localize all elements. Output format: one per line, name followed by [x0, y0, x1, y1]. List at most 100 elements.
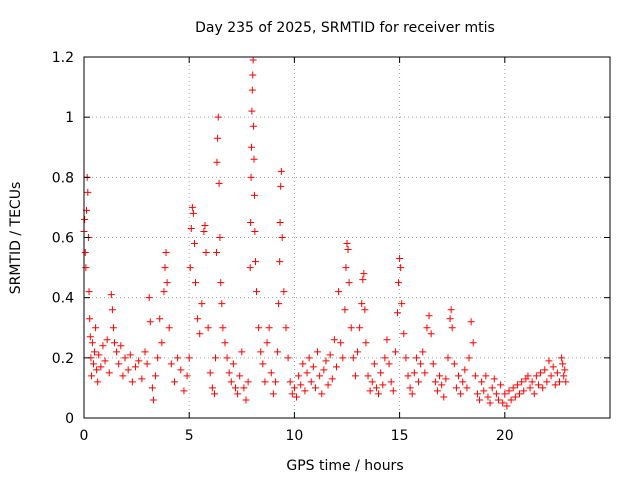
- data-point: [277, 182, 285, 190]
- data-point: [107, 291, 115, 299]
- data-point: [332, 363, 340, 371]
- data-point: [132, 363, 140, 371]
- data-point: [97, 363, 105, 371]
- data-point: [251, 227, 259, 235]
- data-point: [408, 390, 416, 398]
- data-point: [208, 384, 216, 392]
- data-point: [457, 390, 465, 398]
- data-point: [188, 203, 196, 211]
- data-point: [385, 360, 393, 368]
- data-point: [187, 224, 195, 232]
- y-tick-label: 1: [65, 110, 74, 126]
- data-point: [415, 378, 423, 386]
- data-point: [497, 381, 505, 389]
- data-point: [342, 264, 350, 272]
- data-point: [101, 357, 109, 365]
- data-point: [366, 387, 374, 395]
- data-point: [351, 372, 359, 380]
- data-point: [377, 369, 385, 377]
- data-point: [362, 339, 370, 347]
- data-point: [492, 390, 500, 398]
- data-point: [221, 339, 229, 347]
- data-point: [113, 348, 121, 356]
- data-point: [202, 249, 210, 257]
- data-point: [236, 372, 244, 380]
- data-point: [307, 378, 315, 386]
- data-point: [126, 351, 134, 359]
- data-point: [543, 378, 551, 386]
- data-point: [201, 221, 209, 229]
- data-point: [190, 240, 198, 248]
- data-point: [160, 288, 168, 296]
- data-point: [356, 324, 364, 332]
- axis-ticks: 0 0.2 0.4 0.6 0.8 1 1.2 0 5 10 15 20: [52, 50, 610, 444]
- data-point: [284, 354, 292, 362]
- data-point: [469, 339, 477, 347]
- data-point: [88, 372, 96, 380]
- data-point: [513, 381, 521, 389]
- data-point: [450, 360, 458, 368]
- data-point: [84, 188, 92, 196]
- data-point: [156, 315, 164, 323]
- data-point: [364, 372, 372, 380]
- data-point: [148, 384, 156, 392]
- data-point: [212, 354, 219, 362]
- data-point: [200, 227, 208, 235]
- data-point: [490, 375, 498, 383]
- data-point: [412, 354, 420, 362]
- data-point: [539, 384, 547, 392]
- data-point: [91, 348, 99, 356]
- data-point: [375, 390, 383, 398]
- data-point: [345, 279, 353, 287]
- data-point: [316, 372, 324, 380]
- data-point: [186, 264, 194, 272]
- data-point: [81, 215, 89, 223]
- data-point: [326, 351, 334, 359]
- data-point: [347, 324, 355, 332]
- data-point: [214, 134, 222, 142]
- data-point: [446, 315, 454, 323]
- data-point: [398, 300, 406, 308]
- data-point: [528, 378, 536, 386]
- data-point: [562, 378, 570, 386]
- data-point: [343, 240, 351, 248]
- data-point: [250, 122, 258, 130]
- data-point: [293, 393, 301, 401]
- data-point: [372, 384, 380, 392]
- data-point: [145, 294, 153, 302]
- data-point: [119, 372, 127, 380]
- data-point: [259, 360, 267, 368]
- data-point: [436, 372, 444, 380]
- data-point: [461, 366, 469, 374]
- data-point: [471, 372, 479, 380]
- data-point: [248, 86, 256, 94]
- data-point: [488, 384, 496, 392]
- y-tick-label: 0: [65, 411, 74, 427]
- data-point: [295, 372, 303, 380]
- data-point: [499, 399, 507, 407]
- data-point: [419, 348, 427, 356]
- data-point: [94, 378, 102, 386]
- data-point: [551, 381, 559, 389]
- data-point: [86, 333, 94, 341]
- data-point: [265, 324, 273, 332]
- data-point: [463, 384, 471, 392]
- data-point: [467, 318, 475, 326]
- data-point: [93, 366, 101, 374]
- data-point: [396, 255, 404, 263]
- data-point: [198, 300, 206, 308]
- data-point: [206, 369, 214, 377]
- data-point: [282, 324, 290, 332]
- data-point: [242, 396, 250, 404]
- data-point: [103, 336, 111, 344]
- data-point: [547, 372, 555, 380]
- data-point: [478, 378, 486, 386]
- data-point: [177, 366, 185, 374]
- data-point: [141, 348, 149, 356]
- data-point: [318, 390, 326, 398]
- data-point: [358, 300, 366, 308]
- data-point: [387, 378, 395, 386]
- data-point: [109, 324, 117, 332]
- data-point: [213, 249, 221, 257]
- data-point: [81, 249, 89, 257]
